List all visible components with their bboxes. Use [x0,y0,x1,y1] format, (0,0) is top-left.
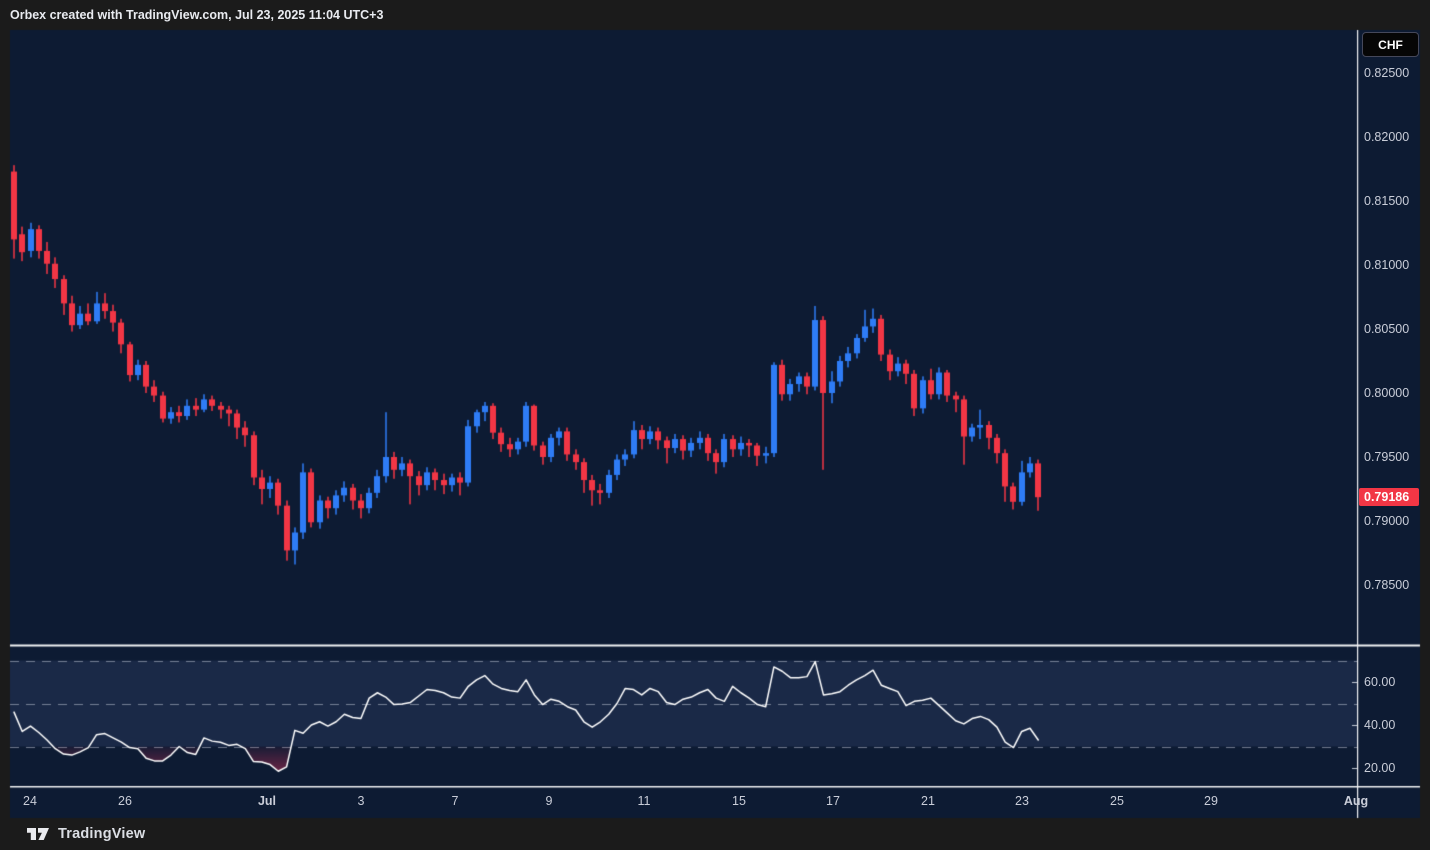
rsi-tick-label: 20.00 [1364,761,1396,775]
symbol-badge[interactable]: CHF [1362,32,1419,57]
brand-text[interactable]: TradingView [58,826,146,842]
time-tick-label: 7 [451,794,459,808]
time-tick-label: Aug [1343,794,1369,808]
price-tick-label: 0.78500 [1364,578,1410,592]
rsi-tick-label: 60.00 [1364,675,1396,689]
time-tick-label: 11 [637,794,651,808]
price-tick-label: 0.82500 [1364,66,1410,80]
price-tick-label: 0.79000 [1364,514,1410,528]
price-tick-label: 0.82000 [1364,130,1410,144]
time-tick-label: 23 [1015,794,1029,808]
time-tick-label: 25 [1110,794,1124,808]
time-tick-label: 3 [357,794,365,808]
price-tick-label: 0.79500 [1364,450,1410,464]
tradingview-link[interactable]: TradingView [0,818,1430,850]
time-tick-label: 24 [23,794,37,808]
time-tick-label: 21 [921,794,935,808]
last-price-label: 0.79186 [1359,488,1419,507]
rsi-tick-label: 40.00 [1364,718,1396,732]
tradingview-logo-icon [27,828,49,840]
time-tick-label: 29 [1204,794,1218,808]
attribution-text: Orbex created with TradingView.com, Jul … [10,8,384,22]
time-tick-label: Jul [257,794,277,808]
title-bar: Orbex created with TradingView.com, Jul … [10,0,383,30]
price-tick-label: 0.80500 [1364,322,1410,336]
price-tick-label: 0.80000 [1364,386,1410,400]
time-tick-label: 15 [732,794,746,808]
time-tick-label: 26 [118,794,132,808]
price-tick-label: 0.81500 [1364,194,1410,208]
time-tick-label: 9 [545,794,553,808]
time-tick-label: 17 [826,794,840,808]
price-tick-label: 0.81000 [1364,258,1410,272]
